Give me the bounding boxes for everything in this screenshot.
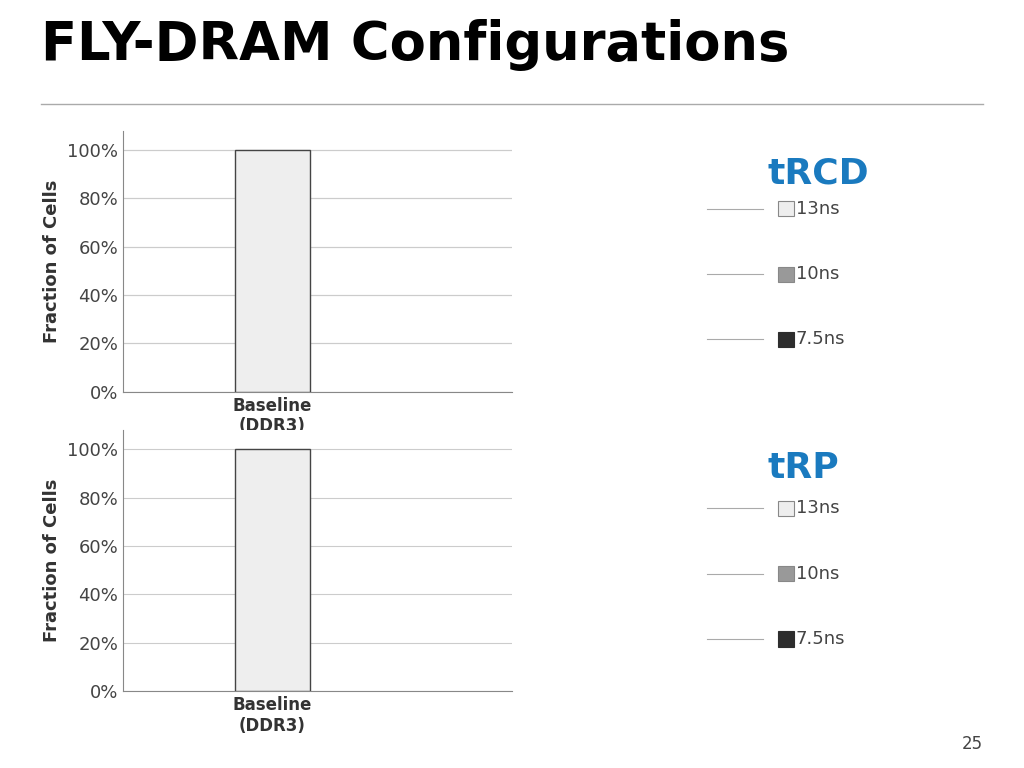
Text: 10ns: 10ns bbox=[796, 564, 839, 583]
Bar bbox=[236, 449, 310, 691]
Text: 25: 25 bbox=[962, 735, 983, 753]
Text: 13ns: 13ns bbox=[796, 200, 840, 218]
Y-axis label: Fraction of Cells: Fraction of Cells bbox=[43, 479, 61, 642]
Text: FLY-DRAM Configurations: FLY-DRAM Configurations bbox=[41, 19, 790, 71]
Text: tRCD: tRCD bbox=[768, 157, 869, 190]
Bar bbox=[236, 150, 310, 392]
Text: 10ns: 10ns bbox=[796, 265, 839, 283]
Text: 13ns: 13ns bbox=[796, 499, 840, 518]
Text: 7.5ns: 7.5ns bbox=[796, 330, 845, 349]
Y-axis label: Fraction of Cells: Fraction of Cells bbox=[43, 180, 61, 343]
Text: tRP: tRP bbox=[768, 451, 840, 485]
Text: 7.5ns: 7.5ns bbox=[796, 630, 845, 648]
